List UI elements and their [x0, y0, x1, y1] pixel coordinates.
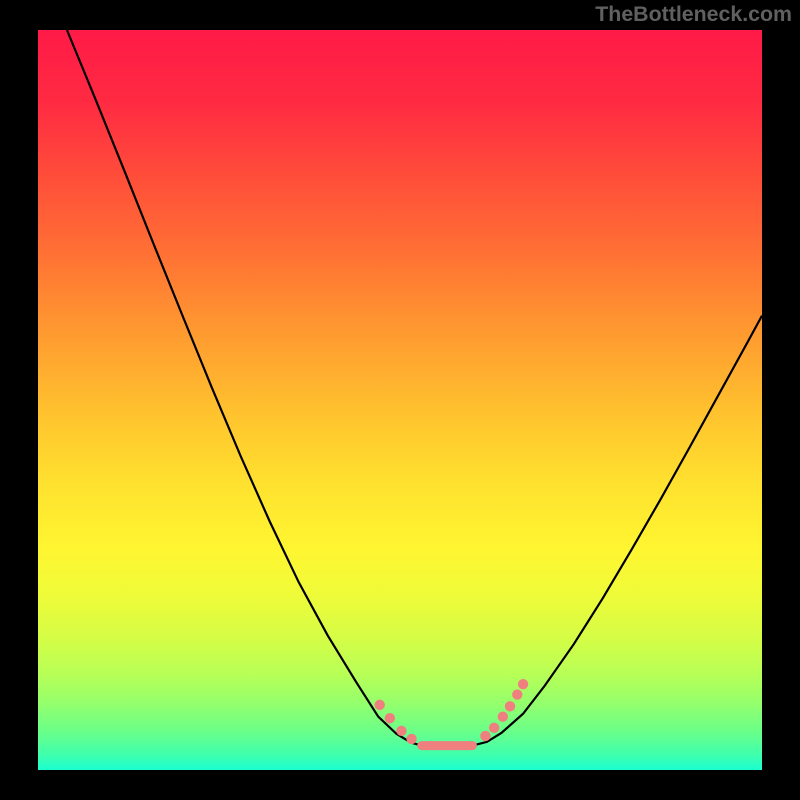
watermark-label: TheBottleneck.com [595, 2, 792, 27]
marker-point [385, 713, 395, 723]
chart-frame: TheBottleneck.com [0, 0, 800, 800]
marker-point [406, 734, 416, 744]
marker-point [512, 689, 522, 699]
gradient-background [38, 30, 762, 770]
marker-point [480, 731, 490, 741]
plot-area [38, 30, 762, 770]
marker-point [498, 712, 508, 722]
marker-point [375, 700, 385, 710]
marker-point [396, 726, 406, 736]
chart-svg [38, 30, 762, 770]
marker-point [505, 701, 515, 711]
marker-point [489, 723, 499, 733]
marker-point [518, 679, 528, 689]
